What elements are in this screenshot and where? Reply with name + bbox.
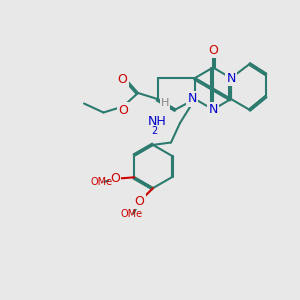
Text: N: N — [226, 71, 236, 85]
Text: OMe: OMe — [120, 208, 142, 219]
Text: H: H — [161, 98, 169, 109]
Text: O: O — [110, 172, 120, 185]
Text: N: N — [208, 103, 218, 116]
Text: O: O — [208, 44, 218, 57]
Text: O: O — [135, 195, 144, 208]
Text: 2: 2 — [151, 126, 157, 136]
Text: O: O — [118, 103, 128, 117]
Text: NH: NH — [148, 115, 167, 128]
Text: N: N — [187, 92, 197, 106]
Text: O: O — [118, 73, 127, 86]
Text: OMe: OMe — [91, 177, 113, 187]
